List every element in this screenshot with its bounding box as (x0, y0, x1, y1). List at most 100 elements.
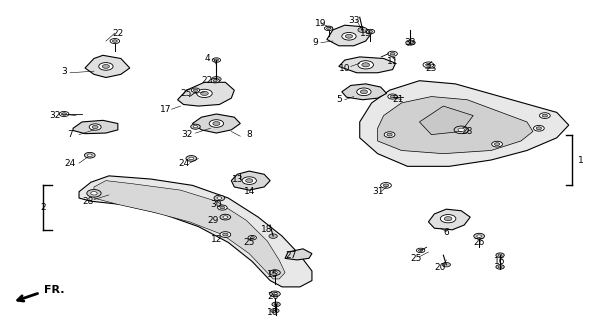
Circle shape (212, 58, 221, 62)
Circle shape (388, 51, 397, 56)
Circle shape (496, 265, 504, 269)
Circle shape (539, 113, 550, 118)
Text: 12: 12 (211, 235, 222, 244)
Circle shape (220, 206, 225, 209)
Circle shape (494, 143, 500, 146)
Text: 25: 25 (181, 89, 192, 98)
Polygon shape (327, 25, 371, 46)
Text: 6: 6 (443, 228, 449, 237)
Text: 16: 16 (494, 257, 506, 266)
Polygon shape (339, 57, 395, 73)
Circle shape (197, 89, 212, 98)
Circle shape (440, 215, 456, 223)
Circle shape (390, 52, 395, 55)
Circle shape (250, 236, 254, 239)
Text: 24: 24 (178, 159, 189, 168)
Circle shape (214, 195, 225, 201)
Circle shape (474, 233, 485, 239)
Circle shape (458, 128, 464, 132)
Circle shape (272, 271, 277, 274)
Text: 7: 7 (67, 130, 73, 139)
Text: 28: 28 (461, 127, 473, 136)
Text: 17: 17 (160, 105, 172, 114)
Text: 19: 19 (360, 28, 371, 38)
Circle shape (245, 179, 253, 182)
Circle shape (383, 184, 389, 187)
Circle shape (191, 88, 200, 92)
Circle shape (223, 233, 228, 236)
Circle shape (213, 122, 220, 125)
Circle shape (492, 141, 502, 147)
Circle shape (416, 248, 425, 252)
Circle shape (269, 234, 277, 238)
Circle shape (423, 62, 434, 68)
Circle shape (223, 216, 228, 218)
Circle shape (92, 125, 98, 129)
Polygon shape (419, 106, 473, 135)
Text: 8: 8 (247, 130, 252, 139)
Circle shape (426, 63, 431, 66)
Circle shape (274, 303, 278, 305)
Text: 5: 5 (336, 95, 341, 104)
Circle shape (89, 124, 101, 130)
Circle shape (384, 132, 395, 138)
Text: 32: 32 (49, 111, 61, 120)
Circle shape (388, 94, 397, 99)
Polygon shape (94, 180, 285, 279)
Circle shape (211, 78, 220, 83)
Circle shape (533, 125, 544, 131)
Circle shape (498, 254, 502, 256)
Text: 30: 30 (211, 200, 222, 209)
Text: 16: 16 (268, 308, 279, 317)
Circle shape (59, 111, 69, 116)
Circle shape (419, 249, 423, 252)
Circle shape (387, 133, 392, 136)
Text: 27: 27 (286, 251, 297, 260)
Circle shape (209, 120, 224, 127)
Circle shape (212, 76, 221, 82)
Circle shape (272, 302, 280, 307)
Circle shape (390, 95, 395, 98)
Circle shape (358, 61, 373, 69)
Text: 29: 29 (208, 216, 219, 225)
Polygon shape (178, 82, 235, 106)
Circle shape (91, 192, 97, 195)
Text: 19: 19 (315, 19, 326, 28)
Circle shape (189, 157, 194, 160)
Polygon shape (85, 55, 130, 77)
Circle shape (112, 40, 117, 42)
Text: 9: 9 (312, 38, 318, 47)
Circle shape (326, 27, 331, 29)
Circle shape (272, 292, 277, 295)
Circle shape (380, 182, 391, 188)
Circle shape (87, 189, 101, 197)
Circle shape (110, 38, 119, 44)
Circle shape (357, 88, 371, 96)
Circle shape (498, 266, 502, 268)
Text: 21: 21 (393, 95, 404, 104)
Polygon shape (377, 97, 533, 154)
Text: FR.: FR. (44, 285, 65, 295)
Circle shape (88, 154, 92, 156)
Circle shape (368, 30, 373, 33)
Text: 22: 22 (202, 76, 213, 85)
Circle shape (214, 59, 218, 61)
Polygon shape (193, 114, 240, 133)
Text: 23: 23 (426, 63, 437, 73)
Text: 25: 25 (244, 238, 255, 247)
Text: 18: 18 (262, 225, 273, 234)
Circle shape (186, 156, 197, 161)
Circle shape (406, 40, 415, 45)
Circle shape (361, 90, 367, 94)
Text: 20: 20 (434, 263, 446, 272)
Polygon shape (73, 120, 118, 134)
Text: 26: 26 (268, 292, 279, 301)
Text: 28: 28 (82, 197, 94, 206)
Text: 31: 31 (372, 187, 383, 196)
Circle shape (193, 125, 197, 128)
Circle shape (220, 232, 231, 237)
Polygon shape (232, 171, 270, 190)
Text: 13: 13 (232, 174, 243, 184)
Text: 2: 2 (40, 203, 46, 212)
Text: 11: 11 (387, 57, 398, 66)
